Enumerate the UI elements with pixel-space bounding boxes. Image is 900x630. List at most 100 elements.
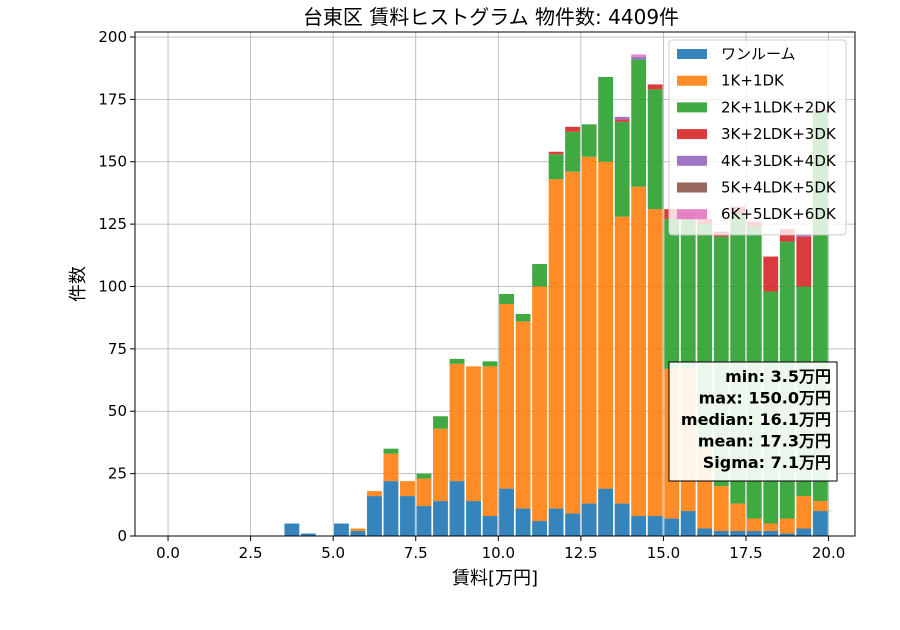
x-tick-label: 10.0 — [482, 544, 515, 562]
legend-label: 5K+4LDK+5DK — [721, 179, 837, 197]
bar-segment — [631, 516, 647, 536]
bar-segment — [796, 528, 812, 536]
bar-segment — [499, 293, 514, 304]
bar-segment — [713, 531, 729, 536]
bar-segment — [763, 523, 779, 532]
bar-segment — [515, 321, 531, 509]
bar-segment — [416, 478, 432, 507]
bar-segment — [350, 528, 366, 532]
chart-title: 台東区 賃料ヒストグラム 物件数: 4409件 — [303, 5, 679, 29]
y-tick-label: 25 — [108, 465, 127, 483]
bar-segment — [367, 491, 382, 497]
bar-segment — [548, 508, 564, 536]
bar-segment — [730, 503, 746, 532]
bar-segment — [697, 528, 713, 536]
bar-segment — [565, 513, 581, 536]
bar-segment — [614, 503, 630, 536]
legend-swatch — [677, 155, 707, 166]
stats-box: min: 3.5万円 max: 150.0万円 median: 16.1万円 mean… — [668, 361, 838, 482]
bar-segment — [779, 518, 795, 534]
bar-segment — [614, 216, 630, 504]
y-tick-label: 200 — [98, 28, 127, 46]
bar-segment — [763, 531, 779, 536]
bar-segment — [383, 453, 399, 482]
bar-segment — [746, 531, 762, 536]
bar-segment — [565, 171, 581, 514]
legend-swatch — [677, 182, 707, 193]
bar-segment — [548, 151, 564, 155]
x-tick-label: 17.5 — [729, 544, 762, 562]
bar-segment — [449, 481, 465, 536]
bar-segment — [515, 313, 531, 322]
bar-segment — [647, 89, 663, 210]
bar-segment — [532, 286, 548, 522]
x-tick-label: 7.5 — [404, 544, 428, 562]
y-tick-label: 125 — [98, 215, 127, 233]
legend-swatch — [677, 75, 707, 86]
legend: ワンルーム 1K+1DK 2K+1LDK+2DK 3K+2LDK+3DK 4K+3LDK… — [668, 39, 847, 236]
bar-segment — [614, 121, 630, 217]
bar-segment — [383, 448, 399, 454]
bar-segment — [647, 209, 663, 517]
bar-segment — [796, 236, 812, 287]
y-tick-label: 75 — [108, 340, 127, 358]
bar-segment — [631, 186, 647, 517]
bar-segment — [746, 518, 762, 532]
legend-swatch — [677, 49, 707, 59]
y-tick-label: 175 — [98, 90, 127, 108]
bar-segment — [466, 501, 481, 536]
plot-frame — [134, 31, 856, 537]
legend-label: 4K+3LDK+4DK — [721, 152, 837, 170]
legend-label: 2K+1LDK+2DK — [721, 98, 837, 116]
bar-segment — [300, 533, 316, 536]
bar-segment — [367, 496, 382, 536]
bar-segment — [565, 131, 581, 172]
bar-segment — [779, 533, 795, 536]
bar-segment — [581, 503, 597, 536]
legend-swatch — [677, 209, 707, 220]
bar-segment — [614, 116, 630, 120]
y-tick-label: 100 — [98, 277, 127, 295]
bar-segment — [482, 361, 498, 367]
bar-segment — [449, 363, 465, 482]
bar-segment — [515, 508, 531, 536]
bar-segment — [614, 119, 630, 122]
bar-segment — [598, 161, 614, 489]
bar-segment — [631, 56, 647, 60]
bar-segment — [532, 264, 548, 287]
bar-segment — [812, 511, 828, 536]
bar-segment — [333, 523, 349, 536]
legend-frame — [668, 39, 847, 236]
bar-segment — [383, 481, 399, 536]
bar-segment — [796, 496, 812, 529]
stats-frame — [668, 361, 838, 482]
bar-segment — [812, 501, 828, 512]
bar-segment — [433, 501, 448, 536]
bar-segment — [350, 531, 366, 536]
bar-segment — [548, 154, 564, 180]
legend-label: 1K+1DK — [721, 72, 785, 90]
legend-label: 3K+2LDK+3DK — [721, 125, 837, 143]
bar-segment — [581, 156, 597, 504]
legend-swatch — [677, 102, 707, 113]
stats-line: min: 3.5万円 — [725, 367, 831, 386]
x-tick-label: 12.5 — [564, 544, 597, 562]
bar-segment — [598, 76, 614, 162]
legend-label: 6K+5LDK+6DK — [721, 205, 837, 223]
bar-segment — [499, 488, 514, 536]
legend-label: ワンルーム — [721, 45, 796, 63]
x-tick-label: 5.0 — [321, 544, 345, 562]
x-axis-label: 賃料[万円] — [452, 568, 538, 589]
bar-segment — [466, 366, 481, 502]
bar-segment — [565, 126, 581, 132]
bar-segment — [664, 219, 680, 369]
bar-segment — [664, 518, 680, 536]
bar-segment — [400, 481, 415, 497]
stats-line: max: 150.0万円 — [699, 389, 831, 408]
bar-segment — [433, 416, 448, 429]
bar-segment — [284, 523, 300, 536]
x-tick-label: 15.0 — [647, 544, 680, 562]
y-tick-label: 50 — [108, 402, 127, 420]
bar-segment — [647, 516, 663, 536]
